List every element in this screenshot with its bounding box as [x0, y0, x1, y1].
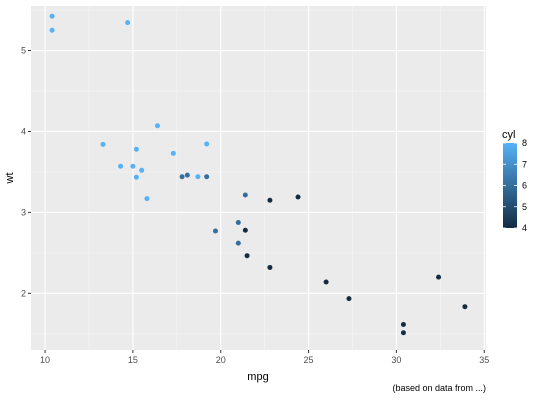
axes: 10 15 20 25 30 35 2 3 4 5 — [21, 46, 489, 365]
data-point — [130, 163, 136, 169]
data-point — [133, 146, 139, 152]
panel-background — [31, 6, 486, 350]
data-point — [49, 13, 55, 19]
data-point — [204, 174, 210, 180]
legend-tick-label: 6 — [522, 181, 527, 191]
x-tick-label: 20 — [216, 355, 226, 365]
caption: (based on data from ...) — [392, 383, 486, 393]
legend-tick-label: 5 — [522, 202, 527, 212]
data-point — [235, 240, 241, 246]
data-point — [144, 196, 150, 202]
data-point — [139, 167, 145, 173]
x-tick-label: 10 — [40, 355, 50, 365]
data-point — [170, 150, 176, 156]
legend-ticks: 4 5 6 7 8 — [503, 138, 527, 233]
data-point — [400, 330, 406, 336]
data-point — [154, 123, 160, 129]
data-point — [267, 197, 273, 203]
data-point — [118, 163, 124, 169]
x-tick-label: 25 — [304, 355, 314, 365]
y-tick-label: 3 — [21, 207, 26, 217]
y-tick-label: 4 — [21, 126, 26, 136]
legend-tick-label: 4 — [522, 223, 527, 233]
color-legend: cyl 4 5 6 7 8 — [502, 129, 527, 233]
data-point — [133, 174, 139, 180]
data-point — [400, 322, 406, 328]
data-point — [346, 296, 352, 302]
data-point — [212, 228, 218, 234]
legend-tick-label: 8 — [522, 138, 527, 148]
data-point — [235, 220, 241, 226]
data-point — [244, 253, 250, 259]
data-point — [100, 141, 106, 147]
legend-colorbar — [503, 143, 517, 228]
x-tick-label: 35 — [479, 355, 489, 365]
x-tick-label: 30 — [391, 355, 401, 365]
data-point — [179, 174, 185, 180]
data-point — [125, 20, 131, 26]
data-points — [49, 13, 468, 336]
data-point — [184, 172, 190, 178]
x-tick-label: 15 — [128, 355, 138, 365]
y-tick-label: 2 — [21, 288, 26, 298]
data-point — [295, 194, 301, 200]
data-point — [436, 274, 442, 280]
data-point — [242, 227, 248, 233]
data-point — [49, 27, 55, 33]
y-tick-label: 5 — [21, 46, 26, 56]
legend-title: cyl — [502, 129, 515, 141]
legend-tick-label: 7 — [522, 159, 527, 169]
data-point — [242, 192, 248, 198]
data-point — [462, 304, 468, 310]
data-point — [195, 174, 201, 180]
y-axis-title: wt — [4, 173, 16, 185]
data-point — [204, 141, 210, 147]
x-axis-title: mpg — [247, 371, 268, 383]
grid-lines — [31, 6, 486, 350]
data-point — [323, 279, 329, 285]
data-point — [267, 264, 273, 270]
